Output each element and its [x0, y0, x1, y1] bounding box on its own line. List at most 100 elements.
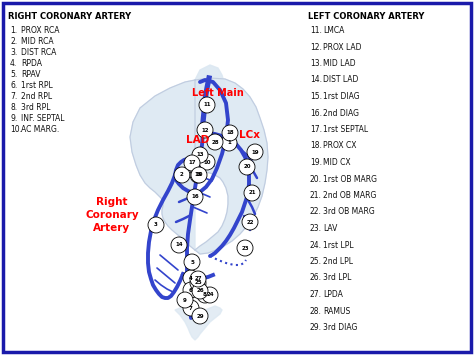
Text: 8: 8 — [203, 293, 207, 297]
Text: Left Main: Left Main — [192, 88, 244, 98]
Text: 20.: 20. — [310, 175, 322, 184]
Text: 3rd RPL: 3rd RPL — [21, 103, 51, 112]
Text: MID RCA: MID RCA — [21, 37, 54, 46]
Text: PROX CX: PROX CX — [323, 142, 356, 151]
Text: 2.: 2. — [10, 37, 17, 46]
Text: 10: 10 — [203, 159, 211, 164]
Text: 18: 18 — [226, 131, 234, 136]
Text: 1rst OB MARG: 1rst OB MARG — [323, 175, 377, 184]
Circle shape — [237, 240, 253, 256]
Text: 11: 11 — [203, 103, 211, 108]
Text: 5: 5 — [190, 260, 194, 264]
FancyBboxPatch shape — [3, 3, 471, 352]
Circle shape — [192, 308, 208, 324]
Circle shape — [190, 275, 206, 291]
Circle shape — [174, 167, 190, 183]
Text: MID LAD: MID LAD — [323, 59, 356, 68]
Text: 14.: 14. — [310, 76, 322, 84]
Text: 16.: 16. — [310, 109, 322, 118]
Text: 4.: 4. — [10, 59, 17, 68]
Circle shape — [244, 185, 260, 201]
Text: 17.: 17. — [310, 125, 322, 134]
Text: 15.: 15. — [310, 92, 322, 101]
Text: LEFT CORONARY ARTERY: LEFT CORONARY ARTERY — [308, 12, 424, 21]
Text: LAV: LAV — [323, 224, 337, 233]
Text: 24: 24 — [206, 293, 214, 297]
Text: LMCA: LMCA — [323, 26, 345, 35]
Text: 21.: 21. — [310, 191, 322, 200]
Circle shape — [192, 283, 208, 299]
Circle shape — [183, 282, 199, 298]
Text: 19: 19 — [251, 149, 259, 154]
Text: 25.: 25. — [310, 257, 322, 266]
Text: AC MARG.: AC MARG. — [21, 125, 59, 134]
Text: 2nd OB MARG: 2nd OB MARG — [323, 191, 376, 200]
Text: 26.: 26. — [310, 273, 322, 283]
Text: 3: 3 — [154, 223, 158, 228]
Text: 21: 21 — [248, 191, 256, 196]
Circle shape — [199, 97, 215, 113]
Circle shape — [190, 167, 206, 183]
Text: LPDA: LPDA — [323, 290, 343, 299]
Circle shape — [148, 217, 164, 233]
Text: PROX RCA: PROX RCA — [21, 26, 60, 35]
Text: DIST RCA: DIST RCA — [21, 48, 56, 57]
Text: 2: 2 — [180, 173, 184, 178]
Text: 3rd LPL: 3rd LPL — [323, 273, 351, 283]
Circle shape — [197, 287, 213, 303]
Text: 4: 4 — [189, 275, 193, 280]
Text: 6.: 6. — [10, 81, 17, 90]
Text: 12: 12 — [201, 127, 209, 132]
Text: 2nd LPL: 2nd LPL — [323, 257, 353, 266]
Text: 1rst RPL: 1rst RPL — [21, 81, 53, 90]
Circle shape — [199, 154, 215, 170]
Text: 27: 27 — [194, 277, 202, 282]
Circle shape — [190, 271, 206, 287]
Text: 12.: 12. — [310, 43, 322, 51]
Text: Right
Coronary
Artery: Right Coronary Artery — [85, 197, 139, 233]
Text: 10: 10 — [195, 173, 203, 178]
Circle shape — [177, 292, 193, 308]
Text: 3rd OB MARG: 3rd OB MARG — [323, 208, 375, 217]
Text: 8.: 8. — [10, 103, 17, 112]
Text: RAMUS: RAMUS — [323, 306, 350, 316]
Text: 3rd DIAG: 3rd DIAG — [323, 323, 357, 332]
Text: 22.: 22. — [310, 208, 322, 217]
Circle shape — [222, 125, 238, 141]
Text: 23.: 23. — [310, 224, 322, 233]
Text: 5.: 5. — [10, 70, 17, 79]
Text: 13: 13 — [196, 153, 204, 158]
Text: 25: 25 — [194, 280, 202, 285]
Text: 29.: 29. — [310, 323, 322, 332]
Text: 2nd RPL: 2nd RPL — [21, 92, 52, 101]
Text: 1.: 1. — [10, 26, 17, 35]
Text: 7: 7 — [189, 306, 193, 311]
Text: LCx: LCx — [239, 130, 261, 140]
Text: 7.: 7. — [10, 92, 17, 101]
Circle shape — [187, 189, 203, 205]
Text: 28.: 28. — [310, 306, 322, 316]
Text: DIST LAD: DIST LAD — [323, 76, 358, 84]
Text: 10.: 10. — [10, 125, 22, 134]
Circle shape — [171, 237, 187, 253]
Text: 22: 22 — [246, 219, 254, 224]
Text: 11.: 11. — [310, 26, 322, 35]
Circle shape — [242, 214, 258, 230]
Text: 28: 28 — [211, 140, 219, 144]
Text: 27.: 27. — [310, 290, 322, 299]
Circle shape — [239, 159, 255, 175]
Circle shape — [184, 155, 200, 171]
Text: 16: 16 — [191, 195, 199, 200]
Circle shape — [202, 287, 218, 303]
Text: RIGHT CORONARY ARTERY: RIGHT CORONARY ARTERY — [8, 12, 131, 21]
Circle shape — [192, 147, 208, 163]
Text: LAD: LAD — [186, 135, 210, 145]
Text: 13.: 13. — [310, 59, 322, 68]
Text: 24.: 24. — [310, 240, 322, 250]
Text: 9.: 9. — [10, 114, 17, 123]
Text: RPDA: RPDA — [21, 59, 42, 68]
Text: INF. SEPTAL: INF. SEPTAL — [21, 114, 64, 123]
Text: 17: 17 — [188, 160, 196, 165]
Text: 1: 1 — [227, 141, 231, 146]
Circle shape — [221, 135, 237, 151]
